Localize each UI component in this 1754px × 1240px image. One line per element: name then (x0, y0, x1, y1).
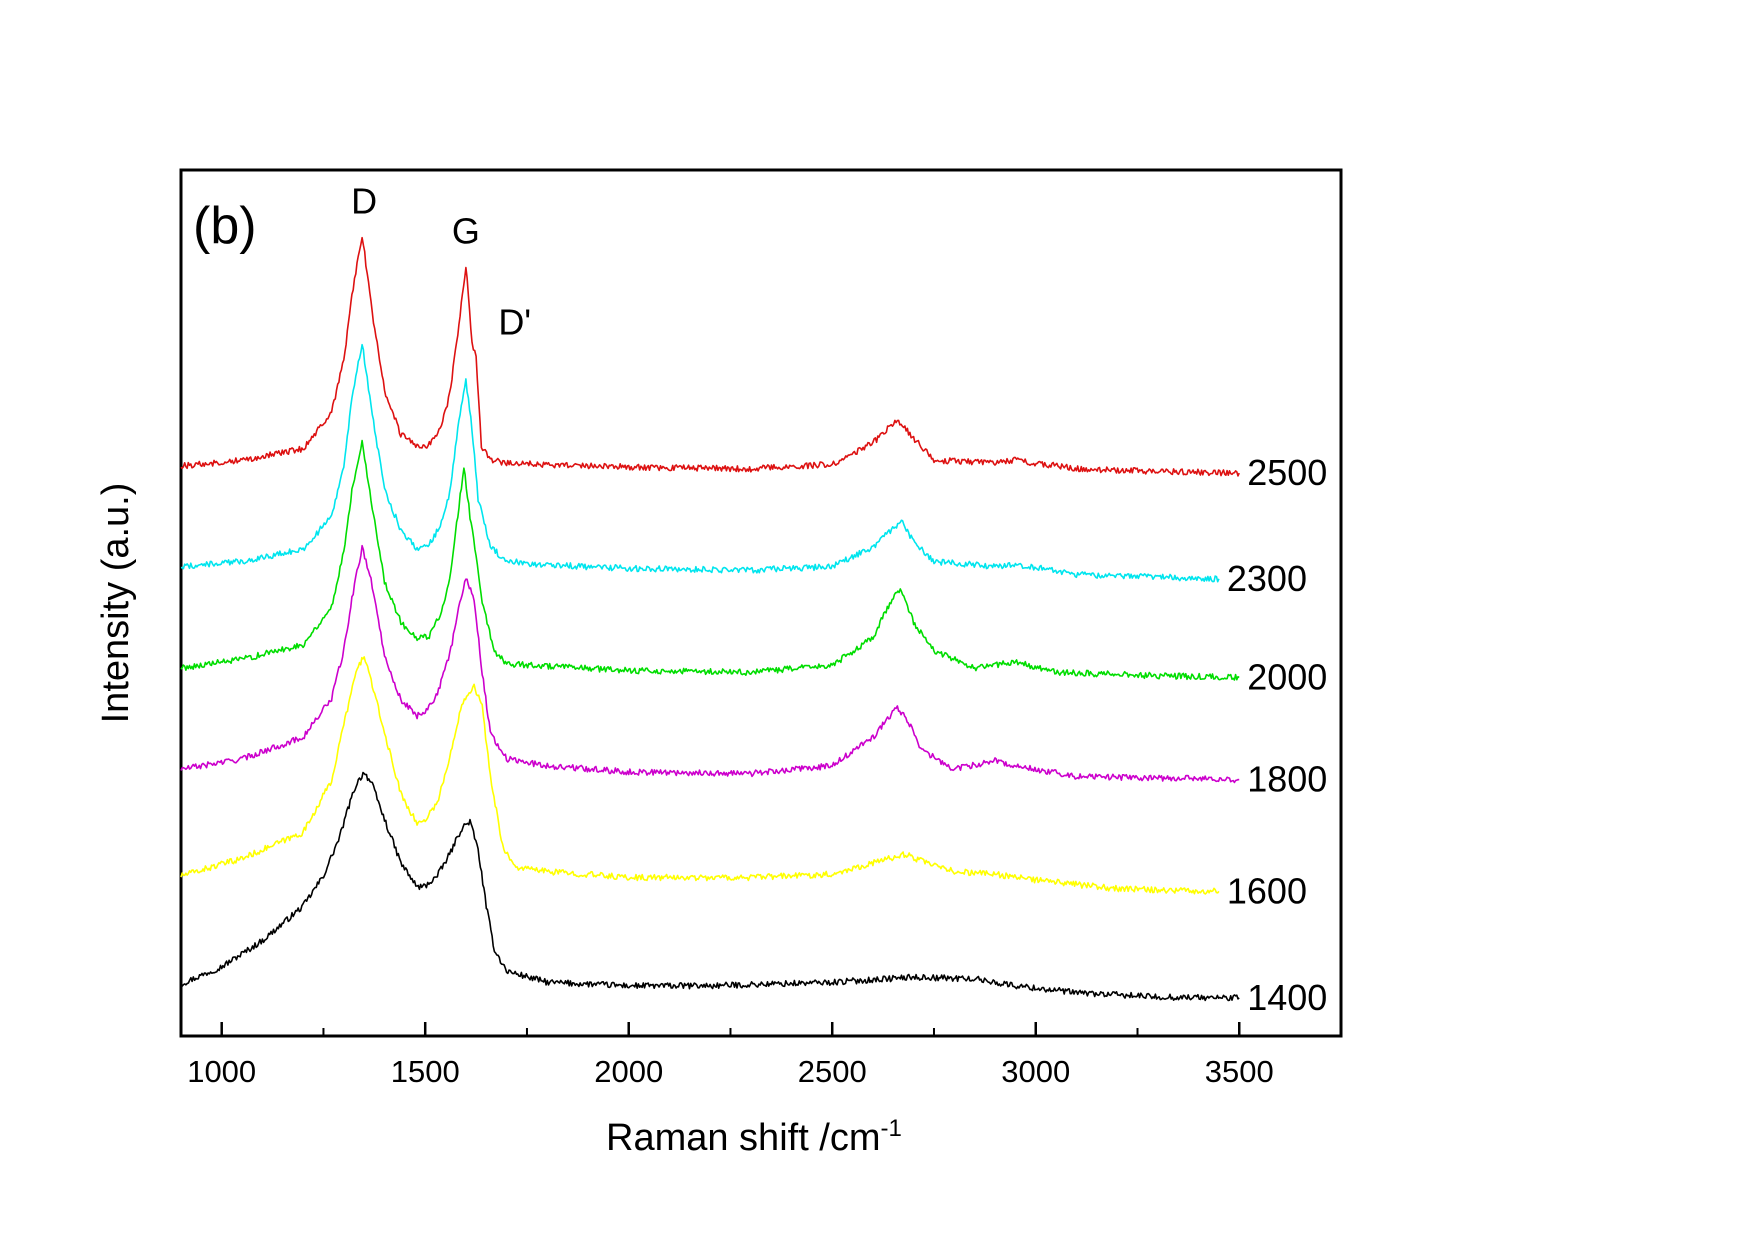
x-tick-label: 3500 (1205, 1054, 1274, 1089)
series-label-1600: 1600 (1227, 870, 1307, 911)
series-label-1400: 1400 (1247, 977, 1327, 1018)
x-tick-label: 1500 (391, 1054, 460, 1089)
y-axis-title: Intensity (a.u.) (95, 483, 137, 724)
series-line-1400 (180, 771, 1240, 1002)
x-tick-label: 2500 (798, 1054, 867, 1089)
series-line-2500 (180, 236, 1240, 477)
series-label-1800: 1800 (1247, 759, 1327, 800)
x-axis-title: Raman shift /cm-1 (606, 1115, 902, 1159)
series-line-2300 (180, 343, 1220, 583)
x-axis-ticks: 1000 1500 2000 2500 3000 3500 (187, 1022, 1274, 1089)
series-label-2000: 2000 (1247, 656, 1327, 697)
spectra-curves (180, 236, 1240, 1002)
x-axis-title-superscript: -1 (881, 1115, 902, 1142)
x-tick-label: 3000 (1001, 1054, 1070, 1089)
series-line-1600 (180, 656, 1220, 895)
plot-frame (179, 168, 1343, 1038)
series-line-2000 (180, 439, 1240, 681)
peak-label-2: D' (498, 302, 531, 343)
series-label-2300: 2300 (1227, 558, 1307, 599)
series-label-2500: 2500 (1247, 452, 1327, 493)
peak-label-0: D (351, 180, 377, 221)
series-labels: 1400 1600 1800 2000 2300 2500 (1227, 452, 1327, 1018)
peak-annotations: D G D' (351, 180, 531, 342)
x-tick-label: 2000 (594, 1054, 663, 1089)
x-tick-label: 1000 (187, 1054, 256, 1089)
panel-label: (b) (193, 197, 257, 255)
series-line-1800 (180, 544, 1240, 784)
x-axis-title-text: Raman shift /cm (606, 1117, 881, 1159)
peak-label-1: G (452, 211, 480, 252)
